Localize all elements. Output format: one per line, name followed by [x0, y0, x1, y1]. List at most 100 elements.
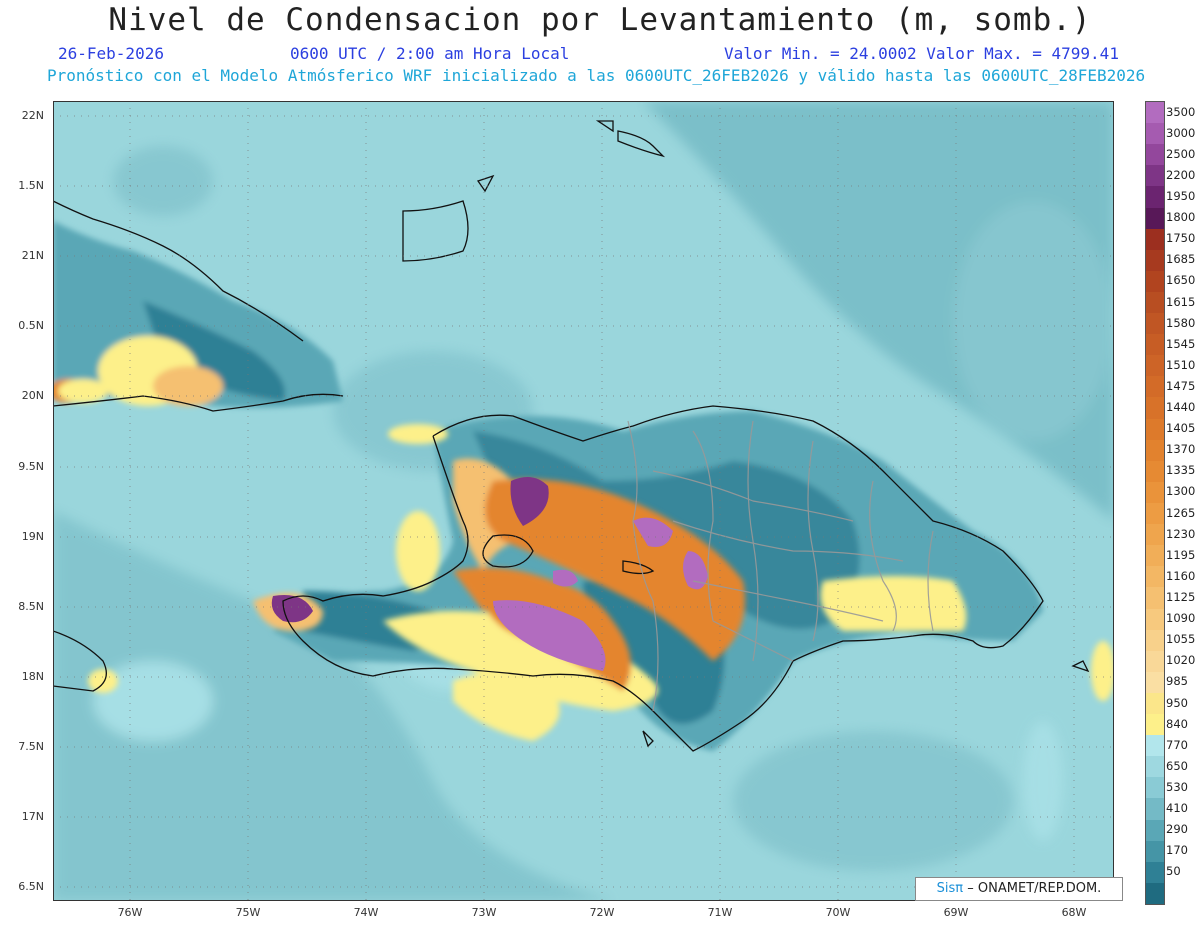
lat-label: 19N	[21, 530, 44, 543]
legend-label: 1950	[1166, 188, 1196, 203]
legend-label: 1800	[1166, 210, 1196, 225]
legend-swatch	[1146, 629, 1164, 652]
legend-label: 1615	[1166, 294, 1196, 309]
legend-swatch	[1146, 861, 1164, 884]
legend-swatch	[1146, 355, 1164, 377]
legend-label: 1230	[1166, 526, 1196, 541]
legend-label: 1750	[1166, 231, 1196, 246]
forecast-date: 26-Feb-2026	[58, 44, 164, 63]
legend-swatch	[1146, 249, 1164, 272]
model-info: Pronóstico con el Modelo Atmósferico WRF…	[47, 66, 1146, 85]
lat-label: 7.5N	[18, 740, 44, 753]
legend-swatch	[1146, 714, 1164, 736]
lat-label: 17N	[21, 810, 44, 823]
legend-swatch	[1146, 207, 1164, 230]
legend-label: 530	[1166, 779, 1188, 794]
legend-swatch	[1146, 692, 1164, 715]
legend-label: 1055	[1166, 632, 1196, 647]
legend-swatch	[1146, 439, 1164, 462]
legend-swatch	[1146, 102, 1164, 124]
lon-label: 71W	[707, 906, 733, 919]
legend-swatch	[1146, 291, 1164, 314]
map-title: Nivel de Condensacion por Levantamiento …	[108, 2, 1092, 38]
legend-label: 1160	[1166, 568, 1196, 583]
legend-label: 290	[1166, 822, 1188, 837]
legend-swatch	[1146, 524, 1164, 546]
condensation-level-map	[53, 101, 1114, 901]
lat-label: 9.5N	[18, 460, 44, 473]
lat-label: 22N	[21, 109, 44, 122]
legend-label: 1510	[1166, 357, 1196, 372]
legend-label: 1265	[1166, 505, 1196, 520]
lon-label: 75W	[235, 906, 261, 919]
color-legend	[1145, 101, 1165, 905]
legend-swatch	[1146, 650, 1164, 673]
legend-swatch	[1146, 777, 1164, 799]
legend-swatch	[1146, 144, 1164, 166]
legend-label: 1440	[1166, 400, 1196, 415]
lon-label: 68W	[1061, 906, 1087, 919]
legend-label: 410	[1166, 801, 1188, 816]
legend-swatch	[1146, 460, 1164, 483]
legend-swatch	[1146, 376, 1164, 398]
legend-swatch	[1146, 481, 1164, 504]
legend-label: 170	[1166, 843, 1188, 858]
forecast-time: 0600 UTC / 2:00 am Hora Local	[290, 44, 570, 63]
legend-swatch	[1146, 735, 1164, 757]
lon-label: 70W	[825, 906, 851, 919]
legend-swatch	[1146, 566, 1164, 588]
legend-swatch	[1146, 882, 1164, 905]
legend-label: 1300	[1166, 484, 1196, 499]
legend-label: 840	[1166, 716, 1188, 731]
lon-label: 76W	[117, 906, 143, 919]
legend-swatch	[1146, 228, 1164, 251]
lat-label: 0.5N	[18, 319, 44, 332]
legend-label: 1335	[1166, 463, 1196, 478]
lon-label: 72W	[589, 906, 615, 919]
legend-label: 1370	[1166, 442, 1196, 457]
legend-swatch	[1146, 545, 1164, 567]
legend-label: 1685	[1166, 252, 1196, 267]
legend-label: 1195	[1166, 547, 1196, 562]
lat-label: 21N	[21, 249, 44, 262]
legend-swatch	[1146, 123, 1164, 145]
credit-text: – ONAMET/REP.DOM.	[967, 881, 1102, 896]
legend-swatch	[1146, 798, 1164, 821]
legend-label: 1405	[1166, 421, 1196, 436]
legend-swatch	[1146, 671, 1164, 694]
legend-label: 1545	[1166, 336, 1196, 351]
legend-label: 1090	[1166, 611, 1196, 626]
lat-label: 20N	[21, 389, 44, 402]
legend-swatch	[1146, 186, 1164, 208]
legend-swatch	[1146, 503, 1164, 525]
legend-swatch	[1146, 819, 1164, 842]
legend-label: 1580	[1166, 315, 1196, 330]
legend-label: 1125	[1166, 589, 1196, 604]
legend-label: 1650	[1166, 273, 1196, 288]
legend-label: 770	[1166, 737, 1188, 752]
legend-label: 1475	[1166, 378, 1196, 393]
min-max-values: Valor Min. = 24.0002 Valor Max. = 4799.4…	[724, 44, 1119, 63]
legend-swatch	[1146, 840, 1164, 863]
legend-swatch	[1146, 418, 1164, 441]
lat-label: 18N	[21, 670, 44, 683]
legend-label: 2500	[1166, 146, 1196, 161]
lon-label: 74W	[353, 906, 379, 919]
legend-swatch	[1146, 397, 1164, 420]
lat-label: 6.5N	[18, 880, 44, 893]
sispi-logo: Sisπ	[936, 881, 964, 896]
legend-label: 50	[1166, 864, 1181, 879]
legend-label: 650	[1166, 758, 1188, 773]
legend-label: 2200	[1166, 167, 1196, 182]
legend-label: 3000	[1166, 125, 1196, 140]
legend-label: 950	[1166, 695, 1188, 710]
lat-label: 1.5N	[18, 179, 44, 192]
legend-swatch	[1146, 587, 1164, 609]
credit-box: Sisπ – ONAMET/REP.DOM.	[915, 877, 1123, 901]
legend-swatch	[1146, 165, 1164, 187]
legend-label: 1020	[1166, 653, 1196, 668]
legend-swatch	[1146, 608, 1164, 631]
legend-label: 3500	[1166, 104, 1196, 119]
legend-swatch	[1146, 270, 1164, 293]
lat-label: 8.5N	[18, 600, 44, 613]
